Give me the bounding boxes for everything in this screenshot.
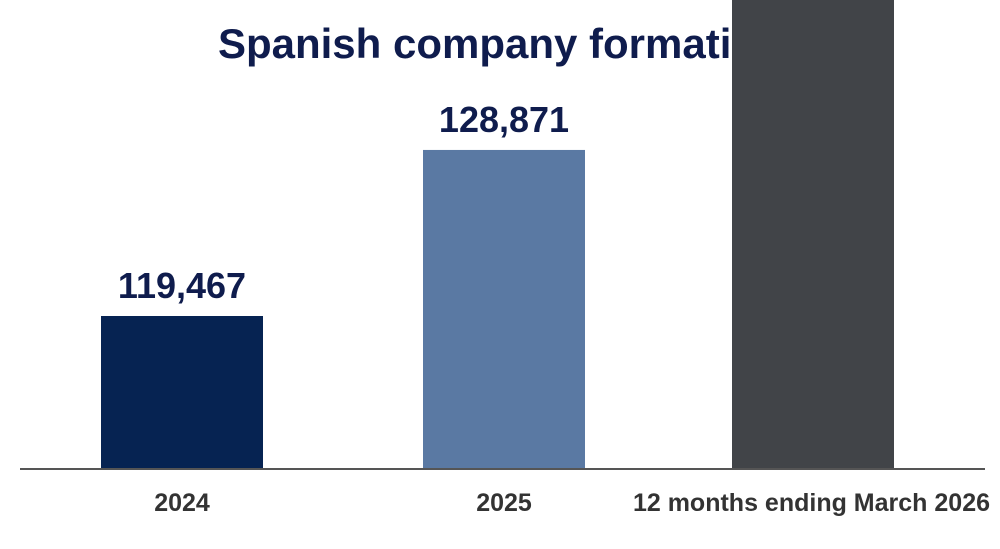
value-label-2: 128,871 bbox=[439, 99, 569, 140]
bar-3 bbox=[732, 0, 894, 469]
bar-2 bbox=[423, 149, 585, 470]
category-labels-group: 2024 2025 12 months ending March 2026 bbox=[154, 489, 990, 517]
value-label-1: 119,467 bbox=[118, 265, 246, 306]
bar-1 bbox=[101, 316, 263, 469]
category-label-3: 12 months ending March 2026 bbox=[633, 489, 990, 517]
chart-title: Spanish company formations bbox=[218, 20, 806, 67]
category-label-2: 2025 bbox=[476, 489, 532, 517]
bars-group bbox=[101, 0, 894, 470]
category-label-1: 2024 bbox=[154, 489, 210, 517]
